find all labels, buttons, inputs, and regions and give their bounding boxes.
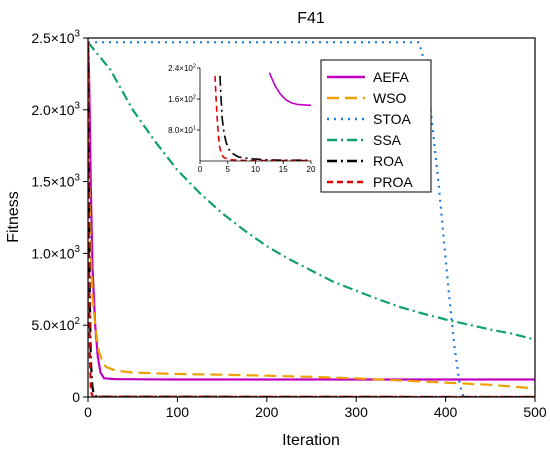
inset-series [214, 72, 311, 161]
y-tick-label: 1.5×103 [31, 172, 80, 189]
legend-label-roa: ROA [373, 153, 404, 169]
series-ssa-line [88, 41, 535, 341]
series-stoa-line [88, 41, 535, 397]
inset-x-tick-label: 20 [307, 165, 316, 174]
inset-x-tick-label: 0 [198, 165, 203, 174]
x-tick-label: 300 [345, 404, 369, 420]
legend-label-wso: WSO [373, 90, 407, 106]
chart-title: F41 [297, 10, 325, 27]
legend-box [320, 59, 432, 193]
y-tick-label: 2.5×103 [31, 29, 80, 46]
legend: AEFA WSO STOA SSA ROA PROA [320, 59, 432, 193]
main-plot-series [88, 41, 535, 397]
x-axis-title: Iteration [282, 432, 340, 449]
x-tick-label: 200 [255, 404, 279, 420]
y-axis-title: Fitness [5, 191, 22, 243]
x-tick-label: 500 [523, 404, 547, 420]
x-tick-label: 0 [84, 404, 92, 420]
inset-series-proa-line [214, 75, 311, 161]
x-tick-label: 400 [434, 404, 458, 420]
inset-y-tick-label: 2.4×102 [168, 63, 196, 73]
y-axis-ticks: 0 5.0×102 1.0×103 1.5×103 2.0×103 2.5×103 [31, 29, 88, 405]
y-tick-label: 0 [72, 389, 80, 405]
inset-y-axis-ticks: 8.0×101 1.6×102 2.4×102 [168, 63, 200, 135]
series-wso-line [88, 42, 535, 390]
x-axis-ticks: 0 100 200 300 400 500 [84, 397, 547, 420]
x-tick-label: 100 [166, 404, 190, 420]
inset-y-tick-label: 8.0×101 [168, 125, 196, 135]
inset-x-tick-label: 5 [226, 165, 231, 174]
inset-x-tick-label: 15 [279, 165, 288, 174]
inset-x-tick-label: 10 [251, 165, 260, 174]
legend-label-aefa: AEFA [373, 69, 409, 85]
y-tick-label: 5.0×102 [31, 316, 80, 333]
series-roa-line [88, 42, 535, 397]
plot-frame [87, 37, 536, 398]
inset-series-aefa-line [268, 72, 311, 106]
legend-label-stoa: STOA [373, 111, 412, 127]
inset-background [200, 68, 311, 161]
series-aefa-line [88, 42, 535, 381]
series-proa-line [88, 42, 535, 397]
inset-y-tick-label: 1.6×102 [168, 94, 196, 104]
legend-label-proa: PROA [373, 174, 413, 190]
legend-label-ssa: SSA [373, 132, 402, 148]
inset-x-axis-ticks: 0 5 10 15 20 [198, 161, 316, 174]
y-tick-label: 2.0×103 [31, 101, 80, 118]
y-tick-label: 1.0×103 [31, 244, 80, 261]
inset-zoom-plot: 0 5 10 15 20 8.0×101 1.6×102 2.4×102 [168, 63, 316, 174]
